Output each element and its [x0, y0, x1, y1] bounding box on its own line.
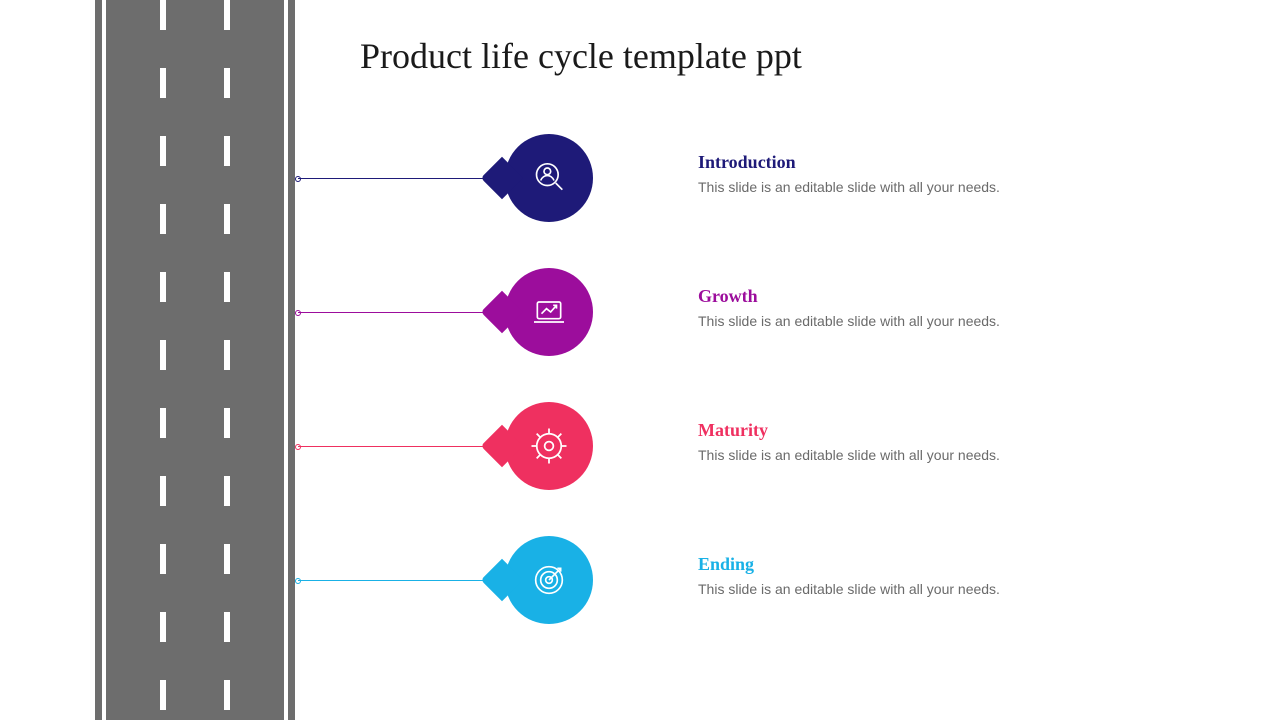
stage-description: This slide is an editable slide with all…: [698, 447, 1000, 463]
laptop-chart-icon: [505, 268, 593, 356]
stage-heading: Growth: [698, 286, 1000, 307]
stage-description: This slide is an editable slide with all…: [698, 313, 1000, 329]
stage-description: This slide is an editable slide with all…: [698, 179, 1000, 195]
stage-row-growth: Growth This slide is an editable slide w…: [0, 262, 1280, 362]
stage-pin-maturity: [505, 402, 593, 490]
stage-description: This slide is an editable slide with all…: [698, 581, 1000, 597]
stage-pin-ending: [505, 536, 593, 624]
connector-dot-icon: [295, 578, 301, 584]
target-icon: [505, 536, 593, 624]
connector-dot-icon: [295, 444, 301, 450]
search-user-icon: [505, 134, 593, 222]
connector-dot-icon: [295, 176, 301, 182]
gear-icon: [505, 402, 593, 490]
stage-heading: Introduction: [698, 152, 1000, 173]
page-title: Product life cycle template ppt: [360, 35, 802, 77]
connector-dot-icon: [295, 310, 301, 316]
stage-heading: Ending: [698, 554, 1000, 575]
stage-heading: Maturity: [698, 420, 1000, 441]
stage-row-maturity: Maturity This slide is an editable slide…: [0, 396, 1280, 496]
connector-line: [298, 446, 493, 447]
stage-text-growth: Growth This slide is an editable slide w…: [698, 286, 1000, 329]
stage-pin-introduction: [505, 134, 593, 222]
stage-row-introduction: Introduction This slide is an editable s…: [0, 128, 1280, 228]
stage-row-ending: Ending This slide is an editable slide w…: [0, 530, 1280, 630]
stage-text-maturity: Maturity This slide is an editable slide…: [698, 420, 1000, 463]
stage-pin-growth: [505, 268, 593, 356]
stage-text-introduction: Introduction This slide is an editable s…: [698, 152, 1000, 195]
stage-text-ending: Ending This slide is an editable slide w…: [698, 554, 1000, 597]
connector-line: [298, 178, 493, 179]
connector-line: [298, 312, 493, 313]
connector-line: [298, 580, 493, 581]
